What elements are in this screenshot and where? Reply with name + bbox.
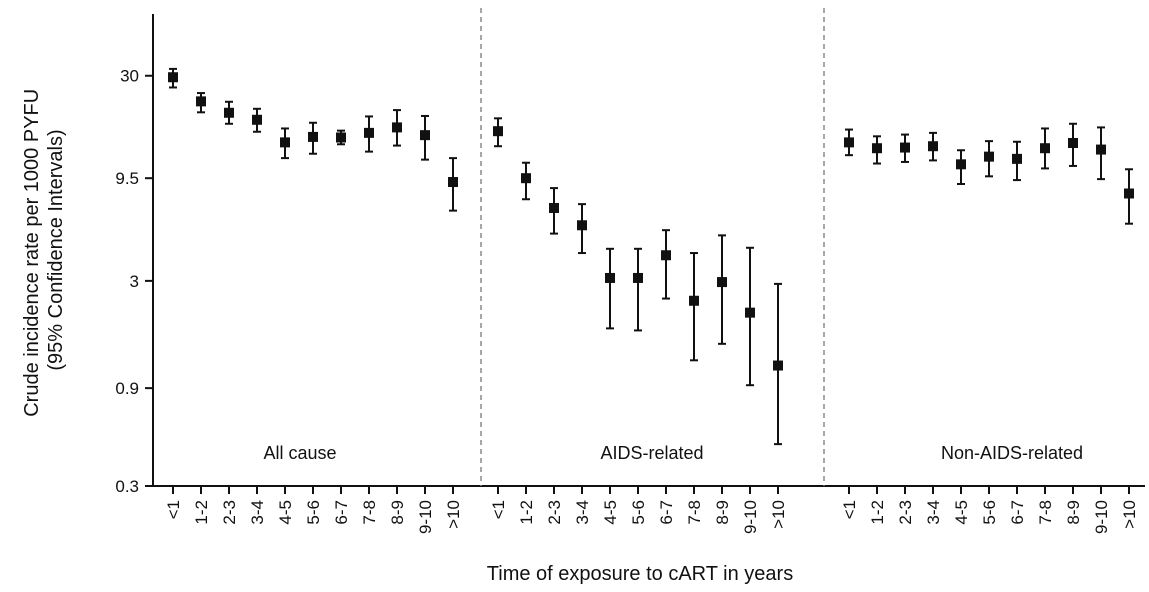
x-tick-label: 4-5 [952,500,971,525]
x-tick-label: 3-4 [573,500,592,525]
panel-labels: All cause AIDS-related Non-AIDS-related [263,443,1083,463]
x-tick-label: 7-8 [360,500,379,525]
x-tick-label: <1 [164,500,183,519]
point-estimate [872,143,882,154]
point-estimate [928,141,938,152]
point-estimate [844,137,854,148]
x-tick-label: 2-3 [545,500,564,525]
point-estimate [1040,143,1050,154]
point-estimate [577,220,587,231]
y-tick-label: 3 [130,272,139,291]
x-tick-label: 8-9 [1064,500,1083,525]
y-axis-label-line-2: (95% Confidence Intervals) [45,129,67,370]
point-estimate [633,272,643,283]
point-estimate [745,307,755,318]
x-tick-label: 1-2 [868,500,887,525]
point-estimate [336,132,346,143]
point-estimate [521,173,531,184]
x-ticks: <1 1-2 2-3 3-4 4-5 5-6 6-7 7-8 8-9 9-10 >10 <1 1-2 2-… [164,486,1139,534]
point-estimate [224,107,234,118]
point-estimate [392,122,402,133]
x-tick-label: 3-4 [248,500,267,525]
x-tick-label: 6-7 [332,500,351,525]
x-tick-label: 5-6 [980,500,999,525]
x-tick-label: >10 [1120,500,1139,529]
point-estimate [252,114,262,125]
point-estimate [168,72,178,83]
x-tick-label: 1-2 [192,500,211,525]
point-estimate [448,177,458,188]
y-ticks: 0.3 0.9 3 9.5 30 [115,67,153,496]
point-estimate [900,142,910,153]
y-tick-label: 9.5 [115,169,139,188]
x-tick-label: <1 [489,500,508,519]
x-tick-label: 9-10 [1092,500,1111,534]
y-tick-label: 30 [120,67,139,86]
x-tick-label: <1 [840,500,859,519]
x-tick-label: 2-3 [220,500,239,525]
x-tick-label: 2-3 [896,500,915,525]
y-axis-label-line-1: Crude incidence rate per 1000 PYFU [21,89,43,417]
point-estimate [717,277,727,288]
x-tick-label: 7-8 [685,500,704,525]
x-axis-label: Time of exposure to cART in years [487,563,793,585]
panel-separators [480,8,825,486]
point-estimate [280,137,290,148]
x-tick-label: >10 [769,500,788,529]
point-estimate [605,272,615,283]
data-marks [168,67,1134,446]
panel-label: Non-AIDS-related [941,443,1083,463]
point-estimate [689,295,699,306]
point-estimate [984,151,994,162]
x-tick-label: 9-10 [741,500,760,534]
panel-label: AIDS-related [600,443,703,463]
point-estimate [420,130,430,141]
x-tick-label: 9-10 [416,500,435,534]
point-estimate [196,96,206,107]
x-tick-label: 5-6 [304,500,323,525]
y-axis-label: Crude incidence rate per 1000 PYFU (95% … [21,83,67,417]
point-estimate [493,126,503,137]
x-tick-label: 4-5 [276,500,295,525]
x-tick-label: 3-4 [924,500,943,525]
point-estimate [308,131,318,142]
point-estimate [549,202,559,213]
point-estimate [364,127,374,138]
x-tick-label: 6-7 [657,500,676,525]
point-estimate [1124,188,1134,199]
x-tick-label: 1-2 [517,500,536,525]
point-estimate [956,159,966,170]
x-tick-label: 8-9 [388,500,407,525]
x-tick-label: 5-6 [629,500,648,525]
point-estimate [661,250,671,261]
point-estimate [773,360,783,371]
x-tick-label: 4-5 [601,500,620,525]
x-tick-label: 7-8 [1036,500,1055,525]
point-estimate [1068,138,1078,149]
x-tick-label: 8-9 [713,500,732,525]
x-tick-label: 6-7 [1008,500,1027,525]
y-tick-label: 0.3 [115,477,139,496]
panel-label: All cause [263,443,336,463]
point-estimate [1096,144,1106,155]
y-tick-label: 0.9 [115,379,139,398]
point-estimate [1012,153,1022,164]
x-tick-label: >10 [444,500,463,529]
